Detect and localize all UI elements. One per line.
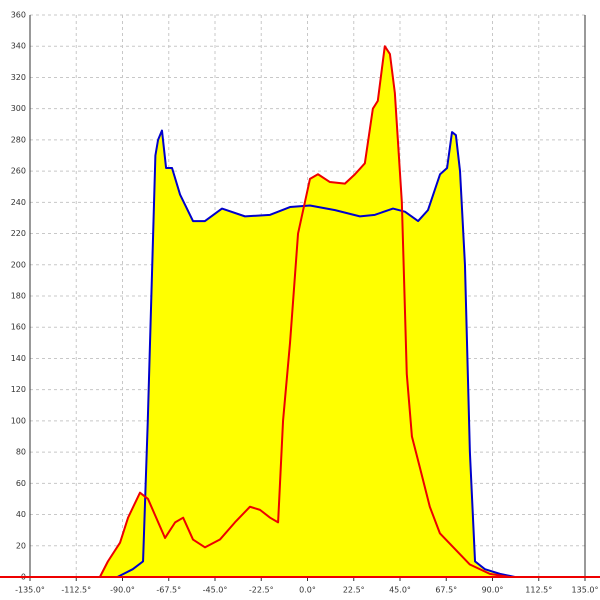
y-tick-label: 60 (16, 479, 26, 488)
series-line (116, 129, 516, 578)
y-tick-label: 160 (11, 323, 26, 332)
y-tick-label: 80 (16, 448, 26, 457)
x-tick-label: -22.5° (249, 586, 274, 595)
y-tick-label: 20 (16, 541, 26, 550)
y-tick-label: 240 (11, 198, 26, 207)
x-tick-label: 22.5° (343, 586, 365, 595)
y-tick-label: 180 (11, 292, 26, 301)
x-tick-label: -112.5° (61, 586, 91, 595)
x-tick-label: -90.0° (110, 586, 135, 595)
y-tick-label: 140 (11, 354, 26, 363)
y-tick-label: 260 (11, 167, 26, 176)
x-tick-label: 90.0° (482, 586, 504, 595)
y-tick-label: 220 (11, 229, 26, 238)
y-tick-label: 320 (11, 73, 26, 82)
y-tick-label: 40 (16, 510, 26, 519)
y-tick-label: 280 (11, 135, 26, 144)
y-tick-label: 120 (11, 385, 26, 394)
y-tick-label: 340 (11, 42, 26, 51)
y-tick-label: 300 (11, 104, 26, 113)
y-tick-label: 360 (11, 11, 26, 20)
x-tick-label: 67.5° (435, 586, 457, 595)
x-tick-label: -45.0° (203, 586, 228, 595)
series-line (98, 45, 510, 578)
area-fill (99, 46, 510, 577)
x-tick-label: -67.5° (156, 586, 181, 595)
x-tick-label: 45.0° (389, 586, 411, 595)
y-tick-label: 100 (11, 416, 26, 425)
y-tick-label: 200 (11, 260, 26, 269)
x-tick-label: 112.5° (525, 586, 552, 595)
x-tick-label: 0.0° (299, 586, 316, 595)
x-tick-label: 135.0° (572, 586, 599, 595)
x-tick-label: -135.0° (15, 586, 45, 595)
